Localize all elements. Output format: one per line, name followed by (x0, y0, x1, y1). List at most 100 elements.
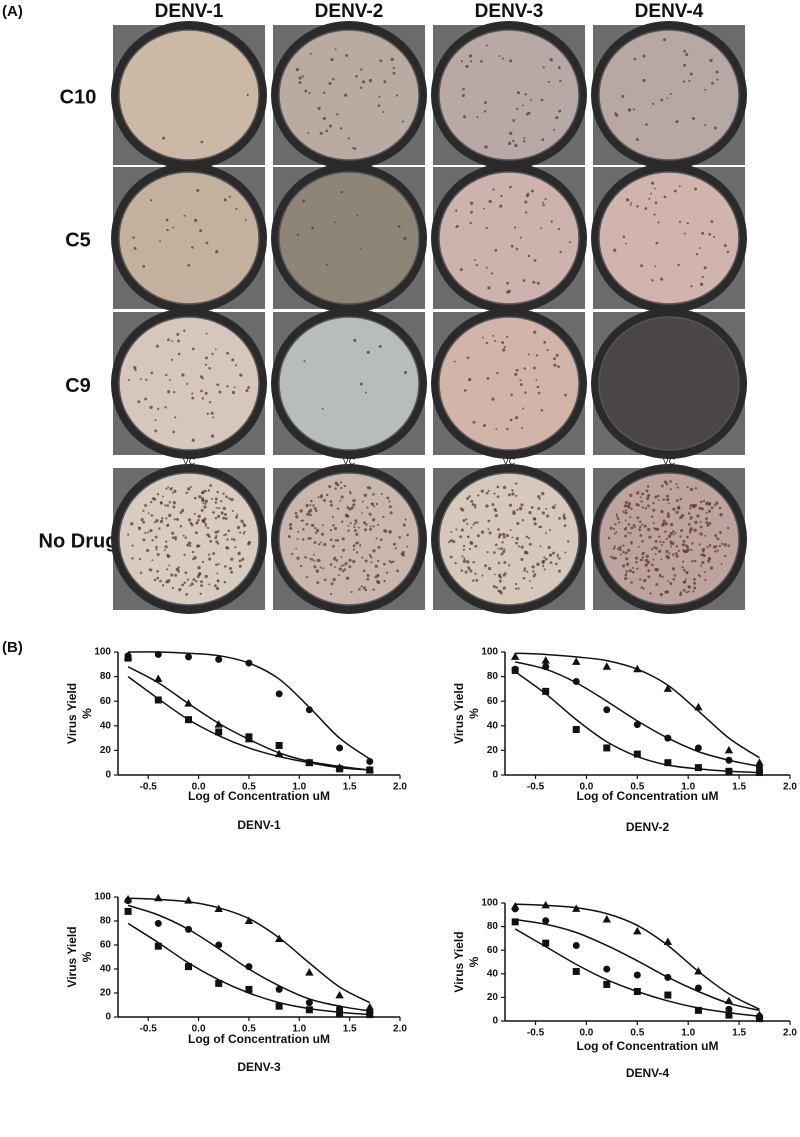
plaque (688, 79, 691, 82)
plaque (179, 524, 183, 528)
plaque (348, 507, 352, 511)
plaque (465, 518, 468, 521)
plaque (368, 486, 372, 490)
plaque (377, 104, 381, 108)
data-point (244, 916, 254, 924)
plaque (332, 577, 336, 582)
plaque (654, 495, 658, 499)
plaque (226, 385, 229, 388)
plaque (325, 493, 329, 497)
plaque (487, 519, 491, 523)
plaque (669, 480, 672, 483)
plaque (214, 348, 217, 351)
plaque (699, 247, 701, 249)
plaque (216, 490, 219, 494)
plaque (669, 93, 672, 96)
plaque (564, 393, 567, 397)
plaque (689, 487, 694, 492)
plaque (690, 548, 693, 552)
plaque (498, 589, 502, 593)
x-tick-label: 0.0 (579, 1028, 593, 1039)
plaque (713, 504, 717, 507)
plaque (204, 363, 208, 366)
data-point (215, 728, 223, 736)
plaque (675, 510, 679, 514)
plaque (541, 201, 544, 204)
column-header: DENV-2 (315, 1, 384, 22)
plaque (466, 356, 470, 360)
plaque (389, 511, 393, 515)
plaque (181, 509, 185, 512)
plaque (558, 557, 561, 560)
plaque (528, 510, 532, 515)
plaque (463, 544, 466, 548)
x-tick-label: 0.5 (630, 1028, 644, 1039)
plaque (639, 558, 642, 561)
plaque (502, 573, 506, 577)
plaque (695, 252, 699, 256)
plaque (652, 102, 655, 105)
plaque (169, 487, 173, 491)
data-point (305, 968, 314, 976)
plaque (607, 536, 611, 540)
plaque (158, 527, 161, 530)
plaque (720, 563, 723, 565)
plaque (469, 60, 473, 63)
plaque (634, 526, 637, 529)
plaque (164, 406, 167, 409)
plaque (204, 522, 207, 526)
plaque (701, 275, 704, 279)
plaque (710, 220, 714, 223)
plaque (194, 218, 198, 223)
plaque (682, 588, 686, 592)
plaque (681, 566, 684, 569)
plaque (503, 548, 506, 551)
data-point (542, 687, 550, 695)
plaque (704, 124, 706, 126)
plaque (655, 336, 658, 339)
plaque (359, 247, 362, 250)
plaque (201, 377, 204, 380)
data-point (245, 985, 253, 993)
plaque (350, 506, 354, 510)
plaque (636, 567, 639, 570)
plaque (698, 543, 701, 546)
plaque (378, 95, 381, 98)
plaque (508, 503, 513, 507)
plaque (702, 499, 706, 503)
plaque (485, 341, 489, 345)
plaque (329, 563, 333, 566)
plaque (208, 553, 211, 556)
plaque (627, 506, 631, 509)
plaque (154, 535, 158, 539)
data-point (275, 985, 283, 993)
plaque (619, 545, 622, 549)
plaque (349, 492, 352, 495)
plaque (216, 383, 220, 387)
plaque (372, 549, 376, 553)
plaque (227, 529, 230, 533)
plaque (707, 559, 711, 563)
plaque (376, 523, 379, 526)
plaque (340, 127, 343, 130)
plaque (647, 575, 651, 579)
plaque (394, 547, 397, 550)
plaque (197, 514, 201, 519)
plaque (172, 505, 176, 509)
well (278, 472, 420, 606)
plaque (681, 543, 685, 547)
plaque (328, 485, 332, 489)
plaque (464, 570, 468, 574)
plaque (375, 537, 378, 540)
y-tick-label: 40 (100, 964, 112, 975)
plaque (196, 188, 200, 192)
plaque (470, 499, 474, 503)
plaque (307, 132, 310, 135)
plaque (208, 557, 212, 561)
y-tick-label: 20 (487, 745, 499, 756)
plaque (161, 584, 165, 587)
plaque (358, 588, 361, 591)
x-tick-label: 1.0 (292, 782, 306, 793)
data-point (602, 662, 611, 670)
plaque (166, 568, 169, 571)
